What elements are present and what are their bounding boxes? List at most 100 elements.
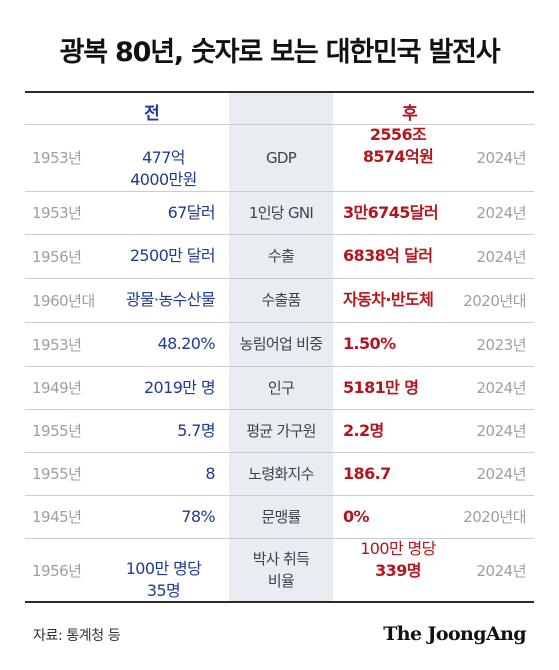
- metric-label-line: 1인당 GNI: [248, 203, 314, 222]
- value-before-line: 2019만 명: [143, 377, 216, 397]
- after-header: 후: [402, 104, 418, 124]
- year-after: 2024년: [476, 379, 527, 397]
- metric-label: 평균 가구원: [229, 409, 333, 452]
- metric-label: 수출품: [229, 278, 333, 322]
- table-row: 1960년대 광물·농수산물 수출품 자동차·반도체 2020년대: [0, 278, 559, 322]
- value-after-line: 3만6745달러: [343, 202, 439, 222]
- value-after-line: 0%: [343, 506, 370, 526]
- table-row: 1956년 100만 명당 35명 박사 취득 비율 100만 명당 339명 2024년: [0, 538, 559, 602]
- row-divider: [25, 538, 534, 539]
- metric-label-line: 농림어업 비중: [239, 335, 323, 353]
- metric-label: 박사 취득 비율: [229, 538, 333, 602]
- year-before: 1953년: [32, 204, 82, 222]
- year-before: 1953년: [32, 149, 82, 167]
- value-after-line: 2.2명: [343, 420, 384, 440]
- value-before: 광물·농수산물: [112, 278, 216, 322]
- year-before: 1945년: [32, 508, 82, 526]
- value-after-line: 8574억원: [362, 147, 434, 166]
- table-row: 1955년 8 노령화지수 186.7 2024년: [0, 452, 559, 495]
- value-before: 67달러: [112, 191, 216, 234]
- value-after: 100만 명당 339명: [343, 538, 453, 602]
- metric-label: GDP: [229, 124, 333, 191]
- metric-label-line: 박사 취득: [252, 550, 310, 568]
- year-before: 1955년: [32, 465, 82, 483]
- table-row: 1949년 2019만 명 인구 5181만 명 2024년: [0, 366, 559, 409]
- value-before-line: 2500만 달러: [129, 246, 216, 265]
- year-after: 2020년대: [463, 291, 526, 310]
- value-after-line: 339명: [375, 561, 421, 580]
- value-before-line: 5.7명: [177, 420, 215, 440]
- table-row: 1953년 48.20% 농림어업 비중 1.50% 2023년: [0, 322, 559, 366]
- value-before: 2500만 달러: [112, 234, 216, 278]
- metric-label-line: GDP: [265, 148, 297, 167]
- value-before-line: 48.20%: [157, 334, 216, 353]
- metric-label-line: 노령화지수: [248, 464, 314, 483]
- value-before: 5.7명: [112, 409, 215, 452]
- source-note: 자료: 통계청 등: [33, 628, 121, 644]
- value-before-line: 35명: [146, 581, 181, 600]
- value-before: 78%: [112, 495, 215, 538]
- metric-label-line: 수출: [267, 247, 295, 265]
- year-before: 1956년: [32, 561, 82, 580]
- metric-label-line: 평균 가구원: [246, 421, 316, 440]
- value-after-line: 2556조: [369, 125, 427, 144]
- value-after-line: 186.7: [343, 463, 391, 483]
- value-after-line: 자동차·반도체: [343, 290, 434, 309]
- value-after: 186.7: [343, 452, 453, 495]
- table-row: 1953년 477억 4000만원 GDP 2556조 8574억원 2024년: [0, 124, 559, 191]
- value-before: 2019만 명: [112, 366, 216, 409]
- page-title: 광복 80년, 숫자로 보는 대한민국 발전사: [59, 37, 501, 68]
- table-bottom-rule: [25, 601, 534, 603]
- value-after-line: 100만 명당: [360, 539, 436, 558]
- value-after: 3만6745달러: [343, 191, 453, 234]
- value-before: 8: [112, 452, 215, 495]
- metric-label-line: 수출품: [261, 291, 301, 309]
- table-row: 1956년 2500만 달러 수출 6838억 달러 2024년: [0, 234, 559, 278]
- value-before-line: 8: [205, 463, 215, 483]
- value-after: 2.2명: [343, 409, 453, 452]
- value-before-line: 477억: [142, 148, 185, 167]
- metric-label: 노령화지수: [229, 452, 333, 495]
- row-divider: [25, 278, 534, 279]
- year-after: 2024년: [476, 561, 527, 580]
- row-divider: [25, 452, 534, 453]
- year-after: 2024년: [476, 465, 527, 483]
- table-row: 1945년 78% 문맹률 0% 2020년대: [0, 495, 559, 538]
- value-after: 0%: [343, 495, 453, 538]
- row-divider: [25, 124, 534, 125]
- row-divider: [25, 234, 534, 235]
- value-after-line: 6838억 달러: [343, 246, 433, 265]
- year-after: 2024년: [476, 422, 527, 440]
- value-after: 6838억 달러: [343, 234, 453, 278]
- year-after: 2020년대: [463, 508, 526, 526]
- before-header: 전: [144, 104, 160, 124]
- row-divider: [25, 191, 534, 192]
- metric-label-line: 문맹률: [261, 507, 301, 526]
- value-before-line: 78%: [181, 506, 215, 526]
- year-before: 1960년대: [32, 291, 95, 310]
- value-before-line: 4000만원: [130, 170, 197, 189]
- year-after: 2024년: [476, 149, 527, 167]
- brand-logo: The JoongAng: [383, 623, 526, 645]
- year-before: 1953년: [32, 335, 82, 354]
- value-before-line: 100만 명당: [125, 559, 202, 578]
- value-before: 48.20%: [112, 322, 216, 366]
- row-divider: [25, 409, 534, 410]
- table-row: 1953년 67달러 1인당 GNI 3만6745달러 2024년: [0, 191, 559, 234]
- year-before: 1956년: [32, 247, 82, 266]
- value-after-line: 5181만 명: [343, 377, 419, 397]
- year-after: 2024년: [476, 204, 527, 222]
- value-before-line: 67달러: [167, 202, 216, 222]
- value-after-line: 1.50%: [343, 334, 396, 353]
- value-before: 477억 4000만원: [112, 124, 215, 191]
- value-before: 100만 명당 35명: [112, 538, 215, 602]
- year-before: 1949년: [32, 379, 82, 397]
- year-before: 1955년: [32, 422, 82, 440]
- value-after: 2556조 8574억원: [343, 124, 453, 191]
- metric-label: 문맹률: [229, 495, 333, 538]
- metric-label-line: 인구: [267, 378, 295, 397]
- year-after: 2024년: [476, 247, 527, 266]
- table-row: 1955년 5.7명 평균 가구원 2.2명 2024년: [0, 409, 559, 452]
- center-column-background: [229, 92, 333, 602]
